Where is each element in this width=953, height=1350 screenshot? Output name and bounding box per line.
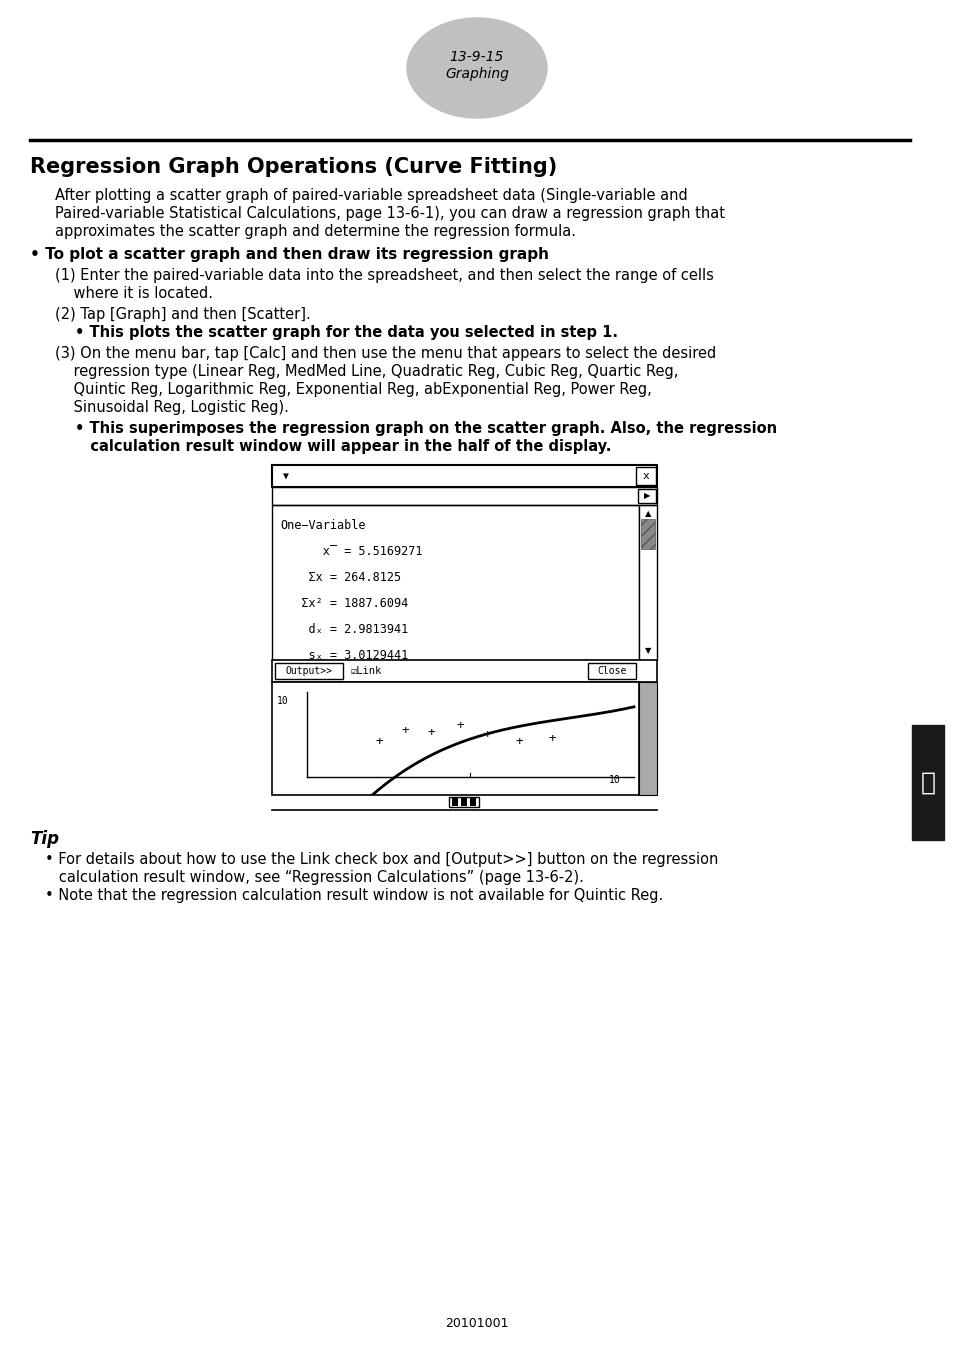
Text: • This superimposes the regression graph on the scatter graph. Also, the regress: • This superimposes the regression graph… — [75, 421, 777, 436]
Bar — [640, 518, 655, 549]
Text: (1) Enter the paired-variable data into the spreadsheet, and then select the ran: (1) Enter the paired-variable data into … — [55, 269, 713, 284]
Text: • To plot a scatter graph and then draw its regression graph: • To plot a scatter graph and then draw … — [30, 247, 548, 262]
Polygon shape — [272, 487, 657, 505]
Text: ⫶: ⫶ — [920, 771, 935, 795]
Text: 10: 10 — [608, 775, 620, 784]
Text: Regression Graph Operations (Curve Fitting): Regression Graph Operations (Curve Fitti… — [30, 157, 557, 177]
Text: Sinusoidal Reg, Logistic Reg).: Sinusoidal Reg, Logistic Reg). — [55, 400, 289, 414]
Text: calculation result window, see “Regression Calculations” (page 13-6-2).: calculation result window, see “Regressi… — [45, 869, 583, 886]
Text: • Note that the regression calculation result window is not available for Quinti: • Note that the regression calculation r… — [45, 888, 662, 903]
Text: After plotting a scatter graph of paired-variable spreadsheet data (Single-varia: After plotting a scatter graph of paired… — [55, 188, 687, 202]
Text: Σx = 264.8125: Σx = 264.8125 — [280, 571, 400, 585]
Text: Output>>: Output>> — [285, 666, 333, 676]
Bar — [449, 796, 479, 807]
Text: (3) On the menu bar, tap [Calc] and then use the menu that appears to select the: (3) On the menu bar, tap [Calc] and then… — [55, 346, 716, 360]
Bar — [274, 663, 343, 679]
Polygon shape — [272, 464, 657, 487]
Bar — [272, 660, 657, 682]
Text: +: + — [456, 720, 464, 733]
Text: Σx² = 1887.6094: Σx² = 1887.6094 — [280, 597, 408, 610]
Text: ▲: ▲ — [644, 509, 651, 518]
Text: +: + — [375, 734, 382, 748]
Text: approximates the scatter graph and determine the regression formula.: approximates the scatter graph and deter… — [55, 224, 576, 239]
Text: Tip: Tip — [30, 830, 59, 848]
Text: +: + — [548, 732, 556, 745]
Bar — [470, 798, 476, 806]
Text: Graphing: Graphing — [445, 68, 508, 81]
Bar — [587, 663, 636, 679]
Bar — [639, 682, 657, 795]
Ellipse shape — [407, 18, 546, 117]
Text: 10: 10 — [276, 697, 289, 706]
Text: sₓ = 3.0129441: sₓ = 3.0129441 — [280, 649, 408, 662]
Bar — [639, 505, 657, 660]
Text: x: x — [642, 471, 649, 481]
Text: Close: Close — [597, 666, 626, 676]
Text: 20101001: 20101001 — [445, 1318, 508, 1330]
Text: Paired-variable Statistical Calculations, page 13-6-1), you can draw a regressio: Paired-variable Statistical Calculations… — [55, 207, 724, 221]
Bar — [272, 505, 639, 660]
Text: +: + — [482, 728, 490, 741]
Text: calculation result window will appear in the half of the display.: calculation result window will appear in… — [75, 439, 611, 454]
Text: Quintic Reg, Logarithmic Reg, Exponential Reg, abExponential Reg, Power Reg,: Quintic Reg, Logarithmic Reg, Exponentia… — [55, 382, 651, 397]
Text: (2) Tap [Graph] and then [Scatter].: (2) Tap [Graph] and then [Scatter]. — [55, 306, 311, 323]
Bar — [452, 798, 458, 806]
Text: ▼: ▼ — [644, 647, 651, 656]
Text: ▼: ▼ — [283, 471, 289, 481]
Text: One−Variable: One−Variable — [280, 518, 365, 532]
Bar — [272, 682, 639, 795]
Text: where it is located.: where it is located. — [55, 286, 213, 301]
Bar — [636, 467, 656, 485]
Text: x̅ = 5.5169271: x̅ = 5.5169271 — [280, 545, 422, 558]
Text: dₓ = 2.9813941: dₓ = 2.9813941 — [280, 622, 408, 636]
Text: regression type (Linear Reg, MedMed Line, Quadratic Reg, Cubic Reg, Quartic Reg,: regression type (Linear Reg, MedMed Line… — [55, 364, 678, 379]
Text: +: + — [427, 726, 435, 740]
Text: 13-9-15: 13-9-15 — [450, 50, 503, 63]
Text: +: + — [516, 734, 523, 748]
Bar — [461, 798, 467, 806]
Text: • For details about how to use the Link check box and [Output>>] button on the r: • For details about how to use the Link … — [45, 852, 718, 867]
Text: • This plots the scatter graph for the data you selected in step 1.: • This plots the scatter graph for the d… — [75, 325, 618, 340]
Bar — [911, 725, 943, 840]
Text: +: + — [401, 724, 409, 737]
Text: ▶: ▶ — [643, 491, 650, 501]
Text: ☑Link: ☑Link — [351, 666, 382, 676]
Bar — [638, 489, 656, 504]
